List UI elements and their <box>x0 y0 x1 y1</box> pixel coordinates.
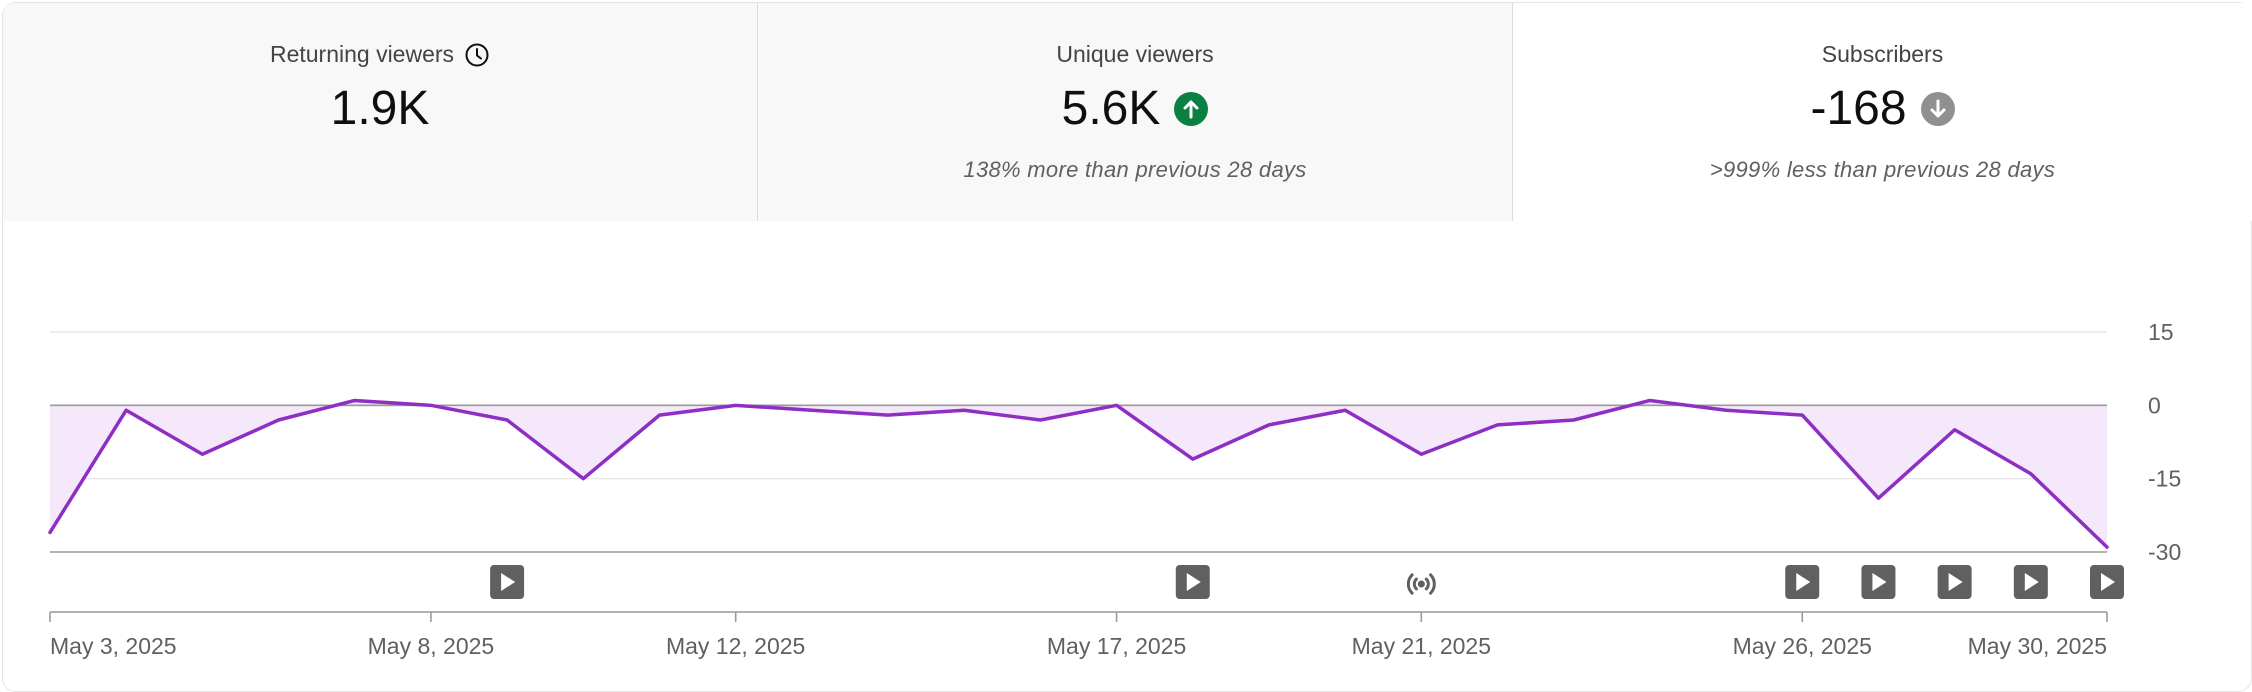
tab-title: Subscribers <box>1821 41 1944 67</box>
x-tick-label: May 3, 2025 <box>50 633 177 659</box>
tab-title: Unique viewers <box>1056 41 1214 67</box>
arrow-down-circle-icon <box>1920 91 1955 126</box>
video-marker-icon[interactable] <box>1937 565 1972 599</box>
x-tick-label: May 30, 2025 <box>1968 633 2107 659</box>
metric-value: -168 <box>1810 82 1907 135</box>
y-tick-label: -15 <box>2148 466 2181 492</box>
x-tick-label: May 26, 2025 <box>1733 633 1872 659</box>
tab-unique-viewers[interactable]: Unique viewers 5.6K 138% more than previ… <box>758 3 1513 221</box>
x-tick-label: May 21, 2025 <box>1352 633 1491 659</box>
comparison-text: >999% less than previous 28 days <box>1709 157 2056 182</box>
tab-returning-viewers[interactable]: Returning viewers 1.9K <box>3 3 758 221</box>
metric-value: 5.6K <box>1061 82 1161 135</box>
video-marker-icon[interactable] <box>1175 565 1210 599</box>
metric-value: 1.9K <box>330 82 430 135</box>
tab-subscribers[interactable]: Subscribers -168 >999% less than previou… <box>1513 3 2252 221</box>
video-marker-icon[interactable] <box>1785 565 1820 599</box>
video-marker-icon[interactable] <box>490 565 525 599</box>
video-marker-icon[interactable] <box>1861 565 1896 599</box>
arrow-up-circle-icon <box>1174 91 1209 126</box>
clock-icon[interactable] <box>464 42 490 68</box>
area-fill <box>50 400 2107 548</box>
x-tick-label: May 8, 2025 <box>368 633 495 659</box>
y-tick-label: 15 <box>2148 319 2174 345</box>
x-tick-label: May 12, 2025 <box>666 633 805 659</box>
x-tick-label: May 17, 2025 <box>1047 633 1186 659</box>
tab-title: Returning viewers <box>269 41 455 67</box>
y-tick-label: -30 <box>2148 539 2181 565</box>
video-marker-icon[interactable] <box>2013 565 2048 599</box>
y-tick-label: 0 <box>2148 392 2161 418</box>
comparison-text: 138% more than previous 28 days <box>963 157 1307 182</box>
metric-tabs: Returning viewers 1.9K Unique viewers 5.… <box>3 3 2252 221</box>
video-marker-icon[interactable] <box>2090 565 2124 599</box>
live-stream-icon <box>1406 573 1436 595</box>
series-line <box>48 398 2109 549</box>
